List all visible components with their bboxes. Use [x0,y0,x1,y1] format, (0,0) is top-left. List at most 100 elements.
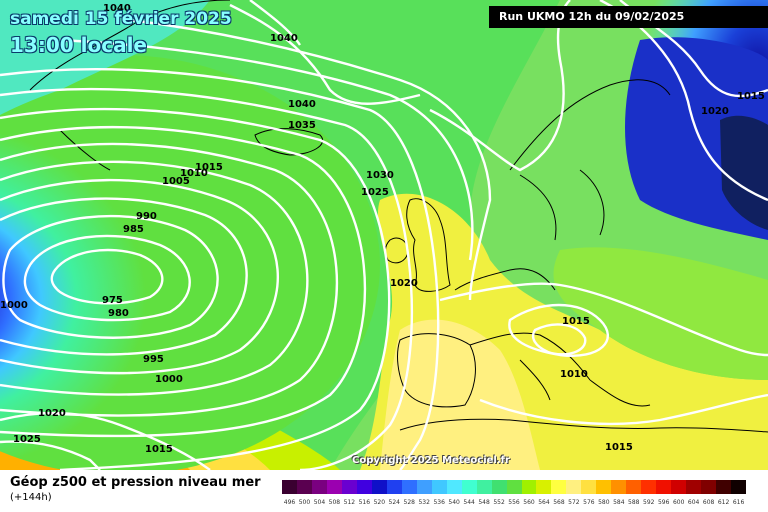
pressure-label: 995 [143,354,164,365]
color-scale-label: 584 [613,499,625,506]
isobar-995 [0,178,279,375]
isobar-1020-east [429,0,571,172]
color-scale-label: 532 [418,499,430,506]
color-scale-swatch [686,480,702,494]
pressure-label: 1040 [270,33,298,44]
color-scale-label: 608 [702,499,715,506]
green-east [553,247,768,380]
color-scale-label: 520 [373,499,386,506]
pressure-labels: 1040 1040 1040 1035 1030 1025 1020 1015 … [0,3,765,455]
coastlines [29,0,768,433]
color-scale-labels: 496 500 504 508 512 516 520 524 528 532 536 540 544 5… [282,499,746,509]
pressure-label: 1035 [288,120,316,131]
coast-iceland [254,128,323,156]
coast-africa [399,418,768,433]
color-scale-label: 496 [283,499,296,506]
color-scale-swatch [341,480,357,494]
isobar-985 [2,214,219,339]
coast-greenland [29,0,231,171]
isobar-1010 [0,125,367,438]
color-scale-swatch [581,480,597,494]
pressure-label: 975 [102,295,123,306]
pressure-label: 1040 [103,3,131,14]
isobar-1015-med [508,303,609,357]
copyright: Copyright 2025 Meteociel.fr [352,455,510,466]
isobars [0,0,768,470]
pressure-label: 1015 [737,91,765,102]
color-scale-swatch [461,480,477,494]
low-field [0,55,380,470]
east-deep [720,115,768,230]
color-scale-swatch [656,480,672,494]
color-scale-label: 528 [403,499,415,506]
isobar-1030 [59,38,474,261]
weather-map: 1040 1040 1040 1035 1030 1025 1020 1015 … [0,0,768,470]
pressure-label: 1025 [361,187,389,198]
color-scale-swatch [626,480,642,494]
pressure-label: 1015 [562,316,590,327]
color-scale-label: 540 [448,499,460,506]
color-scale-swatch [671,480,687,494]
color-scale-label: 536 [433,499,445,506]
isobar-1020-south [439,282,768,357]
color-scale-swatch [476,480,492,494]
legend-subtitle: (+144h) [10,492,52,503]
color-scale-swatch [311,480,327,494]
isobar-975 [50,248,164,305]
isobar-1000 [0,160,309,396]
pressure-label: 1015 [145,444,173,455]
coast-iberia [397,333,476,408]
color-scale-swatch [446,480,462,494]
pressure-label: 1000 [0,300,28,311]
color-scale-label: 504 [313,499,326,506]
pressure-label: 980 [108,308,129,319]
isobar-1040b [249,0,301,46]
pressure-label: 1000 [155,374,183,385]
color-scale-swatch [521,480,537,494]
pressure-label: 1020 [701,106,729,117]
isobar-1035 [129,18,492,301]
color-scale-swatch [282,480,297,494]
color-scale-label: 556 [508,499,520,506]
coast-continent [454,268,651,407]
forecast-date: samedi 15 février 2025 [10,9,232,29]
color-scale-label: 616 [732,499,745,506]
color-scale-label: 544 [463,499,475,506]
color-scale-label: 552 [493,499,505,506]
color-scale-swatch [326,480,342,494]
color-scale-label: 600 [672,499,685,506]
isobar-1015 [0,107,391,470]
pressure-label: 1040 [288,99,316,110]
color-scale-label: 524 [388,499,400,506]
pressure-label: 1005 [162,176,190,187]
color-scale-label: 580 [598,499,610,506]
color-scale-label: 564 [538,499,550,506]
color-scale-label: 596 [657,499,670,506]
color-scale-swatch [716,480,732,494]
pressure-label: 1010 [180,168,208,179]
color-scale-label: 612 [717,499,730,506]
color-scale-label: 588 [628,499,640,506]
color-scale-label: 512 [343,499,356,506]
color-scale-swatch [401,480,417,494]
coast-britain [406,198,451,292]
color-scale-swatch [356,480,372,494]
pressure-label: 1015 [605,442,633,453]
color-scale-label: 572 [568,499,580,506]
color-scale-swatch [491,480,507,494]
color-scale-label: 560 [523,499,535,506]
color-scale-swatch [611,480,627,494]
pressure-label: 1025 [13,434,41,445]
pressure-label: 990 [136,211,157,222]
isobar-990 [0,197,248,356]
color-scale-swatch [536,480,552,494]
isobar-980 [23,234,191,322]
color-scale-swatch [431,480,447,494]
run-info: Run UKMO 12h du 09/02/2025 [489,6,768,28]
color-scale [282,480,747,494]
legend-title: Géop z500 et pression niveau mer [10,475,261,490]
color-scale-label: 592 [643,499,655,506]
color-scale-swatch [551,480,567,494]
color-scale-swatch [371,480,387,494]
